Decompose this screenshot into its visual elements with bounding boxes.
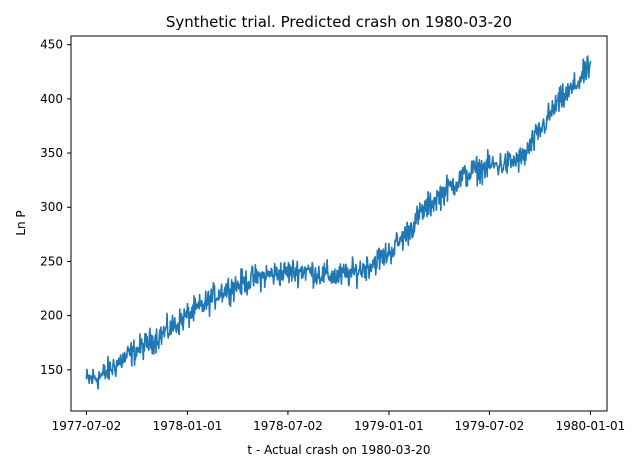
y-tick-label: 450 bbox=[40, 38, 63, 52]
y-tick-label: 250 bbox=[40, 254, 63, 268]
x-tick-label: 1980-01-01 bbox=[556, 419, 626, 433]
x-axis: 1977-07-02 1978-01-01 1978-07-02 1979-01-01… bbox=[52, 411, 626, 433]
chart-title: Synthetic trial. Predicted crash on 1980… bbox=[166, 13, 512, 31]
x-tick-label: 1977-07-02 bbox=[52, 419, 122, 433]
y-axis-label: Ln P bbox=[14, 210, 28, 235]
plot-frame bbox=[70, 35, 608, 412]
y-tick-label: 400 bbox=[40, 92, 63, 106]
y-axis: 150 200 250 300 350 400 450 bbox=[40, 38, 71, 377]
series-line-0 bbox=[85, 55, 592, 390]
series-layer bbox=[85, 55, 592, 390]
x-axis-label: t - Actual crash on 1980-03-20 bbox=[247, 443, 430, 457]
y-tick-label: 150 bbox=[40, 363, 63, 377]
x-tick-label: 1978-01-01 bbox=[153, 419, 223, 433]
y-tick-label: 200 bbox=[40, 309, 63, 323]
y-tick-label: 350 bbox=[40, 146, 63, 160]
y-tick-label: 300 bbox=[40, 200, 63, 214]
x-tick-label: 1978-07-02 bbox=[253, 419, 323, 433]
x-tick-label: 1979-07-02 bbox=[455, 419, 525, 433]
x-tick-label: 1979-01-01 bbox=[354, 419, 424, 433]
